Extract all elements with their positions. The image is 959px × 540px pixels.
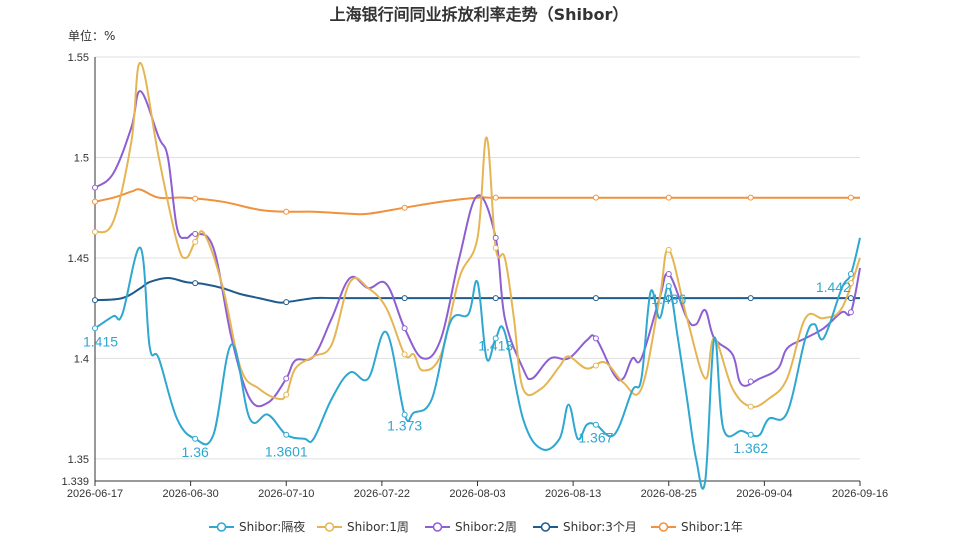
legend[interactable]: Shibor:隔夜 Shibor:1周 Shibor:2周 Shibor:3个月 Shi… bbox=[209, 519, 743, 534]
x-tick-label: 2026-09-04 bbox=[736, 488, 792, 500]
data-point-marker bbox=[747, 403, 754, 410]
legend-label: Shibor:隔夜 bbox=[239, 519, 305, 534]
series-line bbox=[94, 237, 861, 490]
data-point-marker bbox=[747, 431, 754, 438]
legend-label: Shibor:1周 bbox=[347, 520, 409, 534]
x-tick-label: 2026-08-25 bbox=[641, 488, 697, 500]
data-point-marker bbox=[401, 295, 408, 302]
data-point-marker bbox=[92, 184, 98, 191]
data-label: 1.413 bbox=[478, 337, 513, 353]
data-point-marker bbox=[847, 309, 854, 316]
series-line bbox=[94, 277, 860, 304]
data-point-marker bbox=[847, 271, 854, 278]
data-point-marker bbox=[592, 194, 599, 201]
y-tick-label: 1.55 bbox=[68, 52, 89, 64]
series-line bbox=[94, 61, 861, 409]
x-tick-label: 2026-08-13 bbox=[545, 488, 601, 500]
grid-layer bbox=[95, 56, 860, 482]
data-point-marker bbox=[665, 271, 672, 278]
data-point-marker bbox=[492, 335, 499, 342]
data-point-marker bbox=[665, 295, 672, 302]
data-point-marker bbox=[92, 228, 98, 235]
data-point-marker bbox=[592, 335, 599, 342]
marker-layer bbox=[92, 184, 854, 442]
data-point-marker bbox=[401, 351, 408, 358]
data-label: 1.415 bbox=[83, 333, 118, 349]
data-point-marker bbox=[592, 421, 599, 428]
series-line bbox=[94, 188, 860, 216]
legend-item[interactable]: Shibor:隔夜 bbox=[209, 519, 305, 534]
y-tick-label: 1.4 bbox=[74, 353, 89, 365]
y-tick-label: 1.5 bbox=[74, 152, 89, 164]
data-label: 1.36 bbox=[182, 444, 209, 460]
legend-circle-icon bbox=[658, 522, 669, 532]
legend-circle-icon bbox=[432, 522, 443, 532]
chart-title: 上海银行间同业拆放利率走势（Shibor） bbox=[330, 5, 629, 24]
data-point-marker bbox=[283, 208, 290, 215]
data-point-marker bbox=[92, 297, 98, 304]
data-point-marker bbox=[401, 204, 408, 211]
legend-item[interactable]: Shibor:1周 bbox=[317, 520, 409, 534]
y-tick-label: 1.339 bbox=[61, 476, 89, 488]
data-label: 1.436 bbox=[651, 291, 686, 307]
data-point-marker bbox=[283, 375, 290, 382]
x-tick-label: 2026-09-16 bbox=[832, 488, 888, 500]
data-point-marker bbox=[665, 246, 672, 253]
data-point-marker bbox=[747, 295, 754, 302]
x-tick-label: 2026-06-17 bbox=[67, 488, 123, 500]
series-line bbox=[94, 90, 861, 408]
x-tick-label: 2026-08-03 bbox=[449, 488, 505, 500]
data-point-marker bbox=[192, 195, 199, 202]
data-point-marker bbox=[847, 295, 854, 302]
legend-label: Shibor:2周 bbox=[455, 520, 517, 534]
legend-circle-icon bbox=[540, 522, 551, 532]
data-point-marker bbox=[283, 299, 290, 306]
data-point-marker bbox=[665, 283, 672, 290]
data-label: 1.362 bbox=[733, 440, 768, 456]
x-tick-label: 2026-07-22 bbox=[354, 488, 410, 500]
data-point-marker bbox=[492, 244, 499, 251]
data-point-marker bbox=[401, 411, 408, 418]
data-label-layer: 1.415 1.36 1.3601 1.373 1.413 1.367 1.436 1.362… bbox=[83, 279, 851, 460]
data-point-marker bbox=[192, 280, 199, 287]
data-point-marker bbox=[192, 238, 199, 245]
data-point-marker bbox=[665, 194, 672, 201]
data-point-marker bbox=[92, 198, 98, 205]
data-point-marker bbox=[492, 295, 499, 302]
data-label: 1.442 bbox=[816, 279, 851, 295]
data-point-marker bbox=[492, 234, 499, 241]
data-label: 1.3601 bbox=[265, 444, 308, 460]
legend-item[interactable]: Shibor:2周 bbox=[425, 520, 517, 534]
data-point-marker bbox=[283, 391, 290, 398]
x-tick-label: 2026-06-30 bbox=[162, 488, 218, 500]
y-tick-label: 1.35 bbox=[68, 454, 89, 466]
legend-label: Shibor:3个月 bbox=[563, 520, 637, 534]
data-point-marker bbox=[401, 325, 408, 332]
data-point-marker bbox=[592, 295, 599, 302]
data-point-marker bbox=[747, 378, 754, 385]
legend-circle-icon bbox=[216, 522, 227, 532]
data-label: 1.367 bbox=[578, 430, 613, 446]
y-tick-label: 1.45 bbox=[68, 253, 89, 265]
data-point-marker bbox=[747, 194, 754, 201]
data-point-marker bbox=[192, 230, 199, 237]
axis-layer: 1.339 1.35 1.4 1.45 1.5 1.55 2026-06-17 2026-06… bbox=[61, 52, 888, 500]
data-label: 1.373 bbox=[387, 418, 422, 434]
data-point-marker bbox=[192, 435, 199, 442]
data-point-marker bbox=[847, 194, 854, 201]
legend-label: Shibor:1年 bbox=[681, 520, 743, 534]
data-point-marker bbox=[592, 362, 599, 369]
data-point-marker bbox=[847, 280, 854, 287]
legend-circle-icon bbox=[324, 522, 335, 532]
legend-item[interactable]: Shibor:3个月 bbox=[533, 520, 637, 534]
data-point-marker bbox=[92, 325, 98, 332]
x-tick-label: 2026-07-10 bbox=[258, 488, 314, 500]
legend-item[interactable]: Shibor:1年 bbox=[651, 520, 743, 534]
unit-label: 单位：% bbox=[68, 28, 115, 43]
data-point-marker bbox=[492, 194, 499, 201]
data-point-marker bbox=[283, 431, 290, 438]
series-layer bbox=[94, 61, 861, 490]
